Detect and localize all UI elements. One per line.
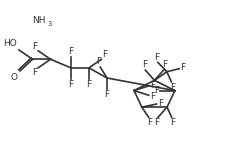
Text: F: F bbox=[154, 86, 159, 95]
Text: F: F bbox=[103, 50, 108, 59]
Text: HO: HO bbox=[3, 39, 17, 48]
Text: 3: 3 bbox=[47, 21, 51, 27]
Text: NH: NH bbox=[33, 16, 46, 25]
Text: F: F bbox=[97, 57, 102, 66]
Text: F: F bbox=[180, 63, 185, 72]
Text: F: F bbox=[150, 92, 155, 100]
Text: F: F bbox=[154, 118, 159, 127]
Text: F: F bbox=[104, 90, 110, 99]
Text: F: F bbox=[162, 60, 167, 69]
Text: O: O bbox=[11, 73, 18, 82]
Text: F: F bbox=[170, 118, 175, 127]
Text: F: F bbox=[32, 68, 37, 77]
Text: F: F bbox=[32, 42, 37, 51]
Text: F: F bbox=[147, 118, 152, 127]
Text: F: F bbox=[170, 83, 175, 92]
Text: F: F bbox=[142, 60, 147, 69]
Text: F: F bbox=[150, 81, 155, 90]
Text: F: F bbox=[68, 80, 74, 89]
Text: F: F bbox=[154, 53, 159, 62]
Text: F: F bbox=[68, 47, 74, 56]
Text: F: F bbox=[158, 99, 163, 108]
Text: F: F bbox=[86, 80, 92, 89]
